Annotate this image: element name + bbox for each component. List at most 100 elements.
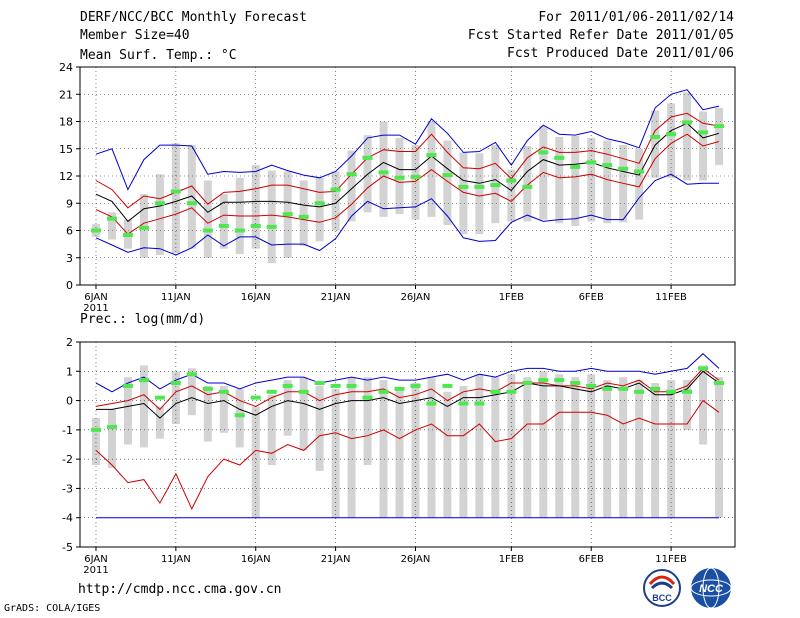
prec-observed-marker <box>202 386 213 391</box>
prec-observed-marker <box>282 383 293 388</box>
temp-observed-marker <box>426 153 437 158</box>
temp-box <box>203 180 212 258</box>
prec-box <box>523 377 532 518</box>
temp-box <box>411 145 420 220</box>
prec-observed-marker <box>234 413 245 418</box>
temp-observed-marker <box>410 174 421 179</box>
temp-observed-marker <box>346 172 357 177</box>
prec-box <box>123 377 132 445</box>
prec-ytick-label: 0 <box>66 395 73 408</box>
temp-box <box>651 110 660 178</box>
prec-box <box>427 377 436 518</box>
temp-observed-marker <box>282 212 293 217</box>
temp-box <box>459 152 468 235</box>
prec-observed-marker <box>522 381 533 385</box>
prec-box <box>555 374 564 518</box>
prec-xtick-label: 26JAN <box>401 554 431 565</box>
prec-max-line <box>95 353 720 393</box>
prec-observed-marker <box>666 389 677 394</box>
prec-observed-marker <box>650 386 661 391</box>
prec-observed-marker <box>394 386 405 391</box>
prec-box <box>715 377 724 518</box>
prec-observed-marker <box>426 401 437 406</box>
temp-ytick-label: 3 <box>66 252 73 265</box>
ncc-logo-text: NCC <box>699 583 724 595</box>
temp-observed-marker <box>570 164 581 169</box>
temp-observed-marker <box>714 124 725 129</box>
temp-ytick-label: 24 <box>59 61 73 74</box>
temp-observed-marker <box>154 201 165 206</box>
temp-ytick-label: 15 <box>59 143 73 156</box>
prec-xtick-label: 6JAN <box>84 554 107 565</box>
prec-box <box>139 365 148 448</box>
prec-observed-marker <box>570 381 581 385</box>
prec-observed-marker <box>682 389 693 394</box>
prec-observed-marker <box>538 378 549 383</box>
temp-observed-marker <box>330 187 341 192</box>
prec-box <box>699 365 708 445</box>
temp-observed-marker <box>362 155 373 160</box>
temp-observed-marker <box>458 184 469 189</box>
prec-frame <box>79 341 736 548</box>
temp-ytick-label: 6 <box>66 225 73 238</box>
temp-box <box>315 177 324 242</box>
temp-observed-marker <box>202 228 213 233</box>
temp-box <box>331 171 340 231</box>
temp-xtick-label: 26JAN <box>401 292 431 303</box>
prec-xtick-label: 16JAN <box>241 554 271 565</box>
prec-box <box>571 377 580 518</box>
prec-observed-marker <box>378 389 389 394</box>
prec-box <box>155 406 164 439</box>
prec-observed-marker <box>170 381 181 385</box>
temp-observed-marker <box>106 216 117 221</box>
prec-box <box>587 374 596 518</box>
temp-observed-marker <box>298 214 309 219</box>
prec-box <box>331 388 340 518</box>
prec-box <box>475 374 484 518</box>
temp-observed-marker <box>522 184 533 189</box>
prec-year-label: 2011 <box>83 565 108 576</box>
temp-xtick-label: 1FEB <box>499 292 524 303</box>
temp-observed-marker <box>618 166 629 171</box>
prec-ytick-label: 2 <box>66 336 73 349</box>
prec-observed-marker <box>474 401 485 406</box>
prec-box <box>603 380 612 518</box>
temp-box <box>219 194 228 249</box>
temp-box <box>475 153 484 235</box>
prec-observed-marker <box>186 372 197 377</box>
prec-xtick-label: 1FEB <box>499 554 524 565</box>
prec-observed-marker <box>298 389 309 394</box>
member-size: Member Size=40 <box>80 28 190 43</box>
prec-observed-marker <box>602 386 613 391</box>
ncc-logo-icon: NCC <box>690 567 732 609</box>
temp-ytick-label: 18 <box>59 116 73 129</box>
prec-xtick-label: 11FEB <box>655 554 687 565</box>
prec-ytick-label: -4 <box>62 512 73 525</box>
temp-box <box>107 212 116 240</box>
temp-observed-marker <box>250 223 261 228</box>
temp-observed-marker <box>602 163 613 168</box>
prec-observed-marker <box>634 389 645 394</box>
temp-observed-marker <box>698 130 709 135</box>
source-url[interactable]: http://cmdp.ncc.cma.gov.cn <box>78 582 282 597</box>
temp-observed-marker <box>266 224 277 229</box>
temp-upper-std-line <box>95 112 720 209</box>
prec-observed-marker <box>250 395 261 400</box>
prec-mean-line <box>96 370 720 419</box>
prec-box <box>283 380 292 436</box>
prec-observed-marker <box>554 378 565 383</box>
temp-year-label: 2011 <box>83 303 108 314</box>
prec-box <box>347 377 356 518</box>
bcc-logo-icon: BCC <box>643 569 681 607</box>
temp-observed-marker <box>442 173 453 178</box>
prec-observed-marker <box>218 389 229 394</box>
chart-title: DERF/NCC/BCC Monthly Forecast <box>80 10 307 25</box>
prec-observed-marker <box>410 383 421 388</box>
prec-ytick-label: -3 <box>62 482 73 495</box>
prec-observed-marker <box>138 378 149 383</box>
temp-box <box>443 140 452 226</box>
temp-box <box>187 145 196 249</box>
temp-ytick-label: 0 <box>66 279 73 292</box>
temp-observed-marker <box>634 169 645 174</box>
prec-observed-marker <box>90 427 101 432</box>
